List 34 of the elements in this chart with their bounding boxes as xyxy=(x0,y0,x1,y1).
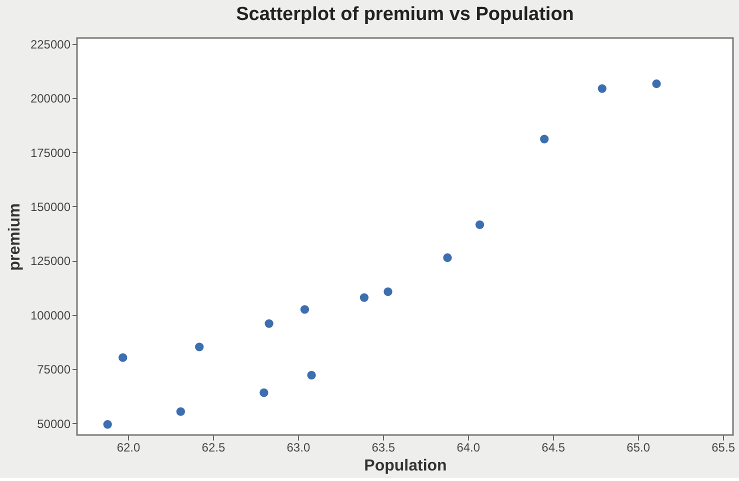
y-tick-label: 175000 xyxy=(30,146,71,160)
y-tick-label: 75000 xyxy=(37,362,71,377)
point xyxy=(260,388,268,398)
x-tick-label: 64.0 xyxy=(456,440,480,454)
y-tick-label: 225000 xyxy=(30,37,71,52)
point xyxy=(475,220,484,230)
x-tick-label: 65.0 xyxy=(626,440,650,454)
y-axis-title: premium xyxy=(6,203,24,271)
x-tick-label: 63.0 xyxy=(286,440,310,454)
point xyxy=(443,253,452,262)
chart-title: Scatterplot of premium vs Population xyxy=(236,4,574,25)
point xyxy=(652,79,661,88)
y-tick-label: 50000 xyxy=(37,416,71,431)
y-tick-label: 150000 xyxy=(30,200,71,214)
point xyxy=(103,420,112,429)
point xyxy=(195,342,204,352)
y-tick-label: 200000 xyxy=(30,92,71,106)
point xyxy=(118,353,128,362)
x-tick-label: 64.5 xyxy=(542,440,566,454)
y-tick-label: 125000 xyxy=(30,254,71,268)
x-tick-label: 62.0 xyxy=(116,440,140,454)
x-tick-label: 63.5 xyxy=(372,440,396,454)
point xyxy=(300,305,310,314)
x-tick-label: 65.5 xyxy=(712,440,736,454)
y-tick-label: 100000 xyxy=(30,308,71,322)
x-tick-label: 62.5 xyxy=(202,440,226,454)
point xyxy=(307,370,316,380)
point xyxy=(360,293,369,302)
point xyxy=(384,287,392,296)
point xyxy=(176,407,185,416)
x-axis-title: Population xyxy=(364,458,447,474)
point xyxy=(598,84,606,93)
point xyxy=(264,319,274,328)
point xyxy=(540,134,549,144)
